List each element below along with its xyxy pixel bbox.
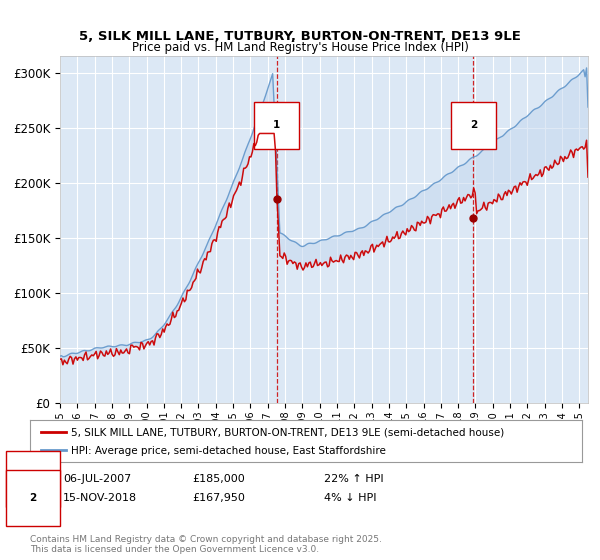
Text: 2: 2 xyxy=(29,493,37,503)
Text: HPI: Average price, semi-detached house, East Staffordshire: HPI: Average price, semi-detached house,… xyxy=(71,446,386,456)
Text: 1: 1 xyxy=(273,120,280,130)
Text: 06-JUL-2007: 06-JUL-2007 xyxy=(63,474,131,484)
Text: 4% ↓ HPI: 4% ↓ HPI xyxy=(324,493,377,503)
Text: Price paid vs. HM Land Registry's House Price Index (HPI): Price paid vs. HM Land Registry's House … xyxy=(131,41,469,54)
Text: £185,000: £185,000 xyxy=(192,474,245,484)
Text: 5, SILK MILL LANE, TUTBURY, BURTON-ON-TRENT, DE13 9LE: 5, SILK MILL LANE, TUTBURY, BURTON-ON-TR… xyxy=(79,30,521,43)
Text: 2: 2 xyxy=(470,120,477,130)
Text: 5, SILK MILL LANE, TUTBURY, BURTON-ON-TRENT, DE13 9LE (semi-detached house): 5, SILK MILL LANE, TUTBURY, BURTON-ON-TR… xyxy=(71,428,505,437)
Text: 1: 1 xyxy=(29,474,37,484)
Text: 22% ↑ HPI: 22% ↑ HPI xyxy=(324,474,383,484)
Text: 15-NOV-2018: 15-NOV-2018 xyxy=(63,493,137,503)
Text: Contains HM Land Registry data © Crown copyright and database right 2025.
This d: Contains HM Land Registry data © Crown c… xyxy=(30,535,382,554)
Text: £167,950: £167,950 xyxy=(192,493,245,503)
